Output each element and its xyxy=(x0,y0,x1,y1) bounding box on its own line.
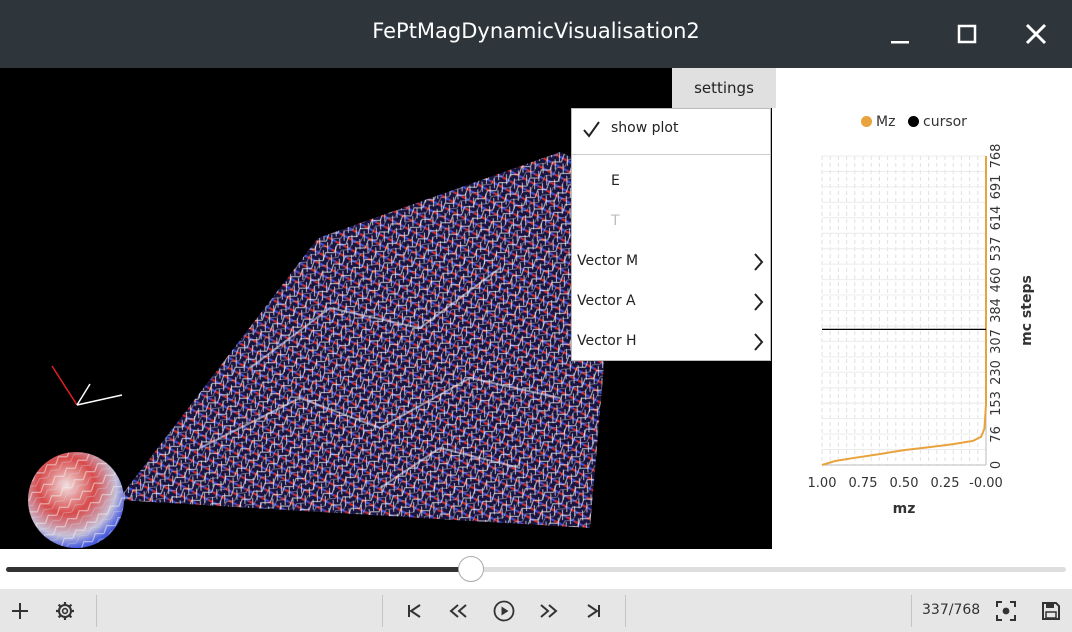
frame-counter: 337/768 xyxy=(922,602,981,618)
rewind-icon xyxy=(449,604,467,618)
chevron-right-icon xyxy=(754,333,764,351)
plus-icon xyxy=(12,603,28,619)
legend-label-cursor: cursor xyxy=(923,114,967,130)
first-frame-button[interactable] xyxy=(398,595,430,627)
menu-item-label: Vector H xyxy=(577,333,637,349)
menu-item-e[interactable]: E xyxy=(572,164,770,200)
menu-separator xyxy=(572,154,770,155)
checkmark-icon xyxy=(583,121,600,138)
y-tick-label: 230 xyxy=(989,360,1004,385)
menu-item-label: E xyxy=(611,173,620,189)
y-tick-label: 307 xyxy=(989,329,1004,354)
close-button[interactable] xyxy=(1019,18,1053,50)
y-tick-label: 614 xyxy=(989,206,1004,231)
menu-item-vector-m[interactable]: Vector M xyxy=(572,244,770,280)
slider-fill xyxy=(6,567,472,572)
y-tick-label: 76 xyxy=(989,426,1004,443)
play-icon xyxy=(493,600,515,622)
menu-item-label: Vector A xyxy=(577,293,636,309)
axis-gizmo xyxy=(51,365,123,406)
maximize-icon xyxy=(957,24,977,44)
y-axis-title: mc steps xyxy=(1019,275,1035,346)
fast-forward-button[interactable] xyxy=(533,595,565,627)
toolbar-divider xyxy=(911,595,912,627)
skip-forward-icon xyxy=(587,604,600,618)
chevron-right-icon xyxy=(754,293,764,311)
timeline-area xyxy=(0,549,1072,589)
menu-item-show-plot[interactable]: show plot xyxy=(572,111,770,147)
toolbar-divider xyxy=(382,595,383,627)
spin-lattice-render xyxy=(28,152,620,548)
save-icon xyxy=(1042,602,1060,620)
slider-handle[interactable] xyxy=(458,556,485,582)
menu-item-label: T xyxy=(611,213,620,229)
fast-forward-icon xyxy=(540,604,558,618)
mz-legend-icon xyxy=(861,116,872,127)
settings-button[interactable]: settings xyxy=(672,68,776,108)
mz-series-line xyxy=(821,156,987,466)
x-tick-label: 0.50 xyxy=(890,476,919,491)
menu-item-vector-h[interactable]: Vector H xyxy=(572,324,770,360)
last-frame-button[interactable] xyxy=(578,595,610,627)
legend-item-mz: Mz xyxy=(861,114,895,130)
mz-chart: 1.00 0.75 0.50 0.25 -0.00 0 76 153 230 307 384 460 5… xyxy=(808,144,1035,517)
toolbar-divider xyxy=(96,595,97,627)
bottom-toolbar: 337/768 xyxy=(0,589,1072,632)
y-tick-label: 691 xyxy=(989,175,1004,200)
focus-icon xyxy=(996,601,1016,621)
minimize-icon xyxy=(891,41,909,44)
menu-item-vector-a[interactable]: Vector A xyxy=(572,284,770,320)
legend-item-cursor: cursor xyxy=(908,114,967,130)
minimize-button[interactable] xyxy=(883,18,917,50)
timeline-slider[interactable] xyxy=(6,567,1066,572)
settings-menu: show plot E T Vector M Vector A Vector H xyxy=(571,108,771,361)
skip-back-icon xyxy=(408,604,421,618)
x-axis-title: mz xyxy=(893,501,916,517)
save-button[interactable] xyxy=(1035,595,1067,627)
focus-button[interactable] xyxy=(990,595,1022,627)
maximize-button[interactable] xyxy=(950,18,984,50)
y-tick-label: 537 xyxy=(989,237,1004,262)
x-tick-label: 1.00 xyxy=(808,476,837,491)
y-tick-label: 460 xyxy=(989,268,1004,293)
y-tick-label: 768 xyxy=(989,144,1004,169)
menu-item-label: Vector M xyxy=(577,253,639,269)
rewind-button[interactable] xyxy=(442,595,474,627)
legend-label-mz: Mz xyxy=(876,114,896,130)
chevron-right-icon xyxy=(754,253,764,271)
x-tick-label: 0.75 xyxy=(849,476,878,491)
gear-icon xyxy=(56,602,74,620)
window-title: FePtMagDynamicVisualisation2 xyxy=(372,19,700,43)
y-tick-label: 153 xyxy=(989,391,1004,416)
y-tick-label: 0 xyxy=(989,461,1004,469)
x-tick-label: 0.25 xyxy=(931,476,960,491)
toolbar-divider xyxy=(625,595,626,627)
add-button[interactable] xyxy=(4,595,36,627)
cursor-legend-icon xyxy=(908,116,919,127)
menu-item-t: T xyxy=(572,204,770,240)
plot-panel: Mz cursor 1.00 0.75 0.50 0.25 -0.00 0 76 153 230… xyxy=(772,68,1072,549)
play-button[interactable] xyxy=(488,595,520,627)
close-icon xyxy=(1025,23,1047,45)
settings-gear-button[interactable] xyxy=(49,595,81,627)
title-bar: FePtMagDynamicVisualisation2 xyxy=(0,0,1072,68)
x-tick-label: -0.00 xyxy=(969,476,1003,491)
menu-item-label: show plot xyxy=(611,120,679,136)
y-tick-label: 384 xyxy=(989,298,1004,323)
